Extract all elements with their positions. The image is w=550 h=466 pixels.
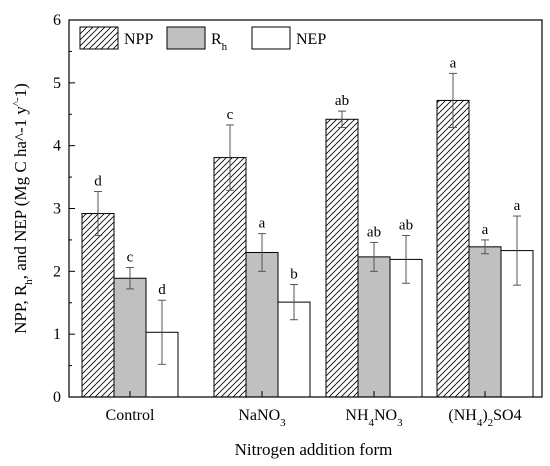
- y-axis-title: NPP, Rh, and NEP (Mg C ha^-1 y^-1): [11, 83, 35, 334]
- significance-letter-npp-1: c: [227, 107, 234, 123]
- significance-letter-rh-2: ab: [367, 224, 381, 240]
- x-axis-title: Nitrogen addition form: [235, 440, 393, 459]
- x-tick-label-control: Control: [106, 407, 155, 424]
- bar-npp-0: [81, 213, 115, 398]
- significance-letter-rh-0: c: [127, 250, 134, 266]
- bar-npp-2: [325, 118, 359, 398]
- y-tick-label-2: 2: [53, 263, 61, 280]
- bar-rh-0: [113, 277, 147, 398]
- x-tick-label-nh4no3: NH4NO3: [345, 407, 403, 429]
- bar-npp-1: [213, 157, 247, 398]
- significance-letter-npp-0: d: [94, 174, 102, 190]
- significance-letter-rh-1: a: [259, 216, 266, 232]
- significance-letter-nep-2: ab: [399, 218, 413, 234]
- legend-swatch-rh: [166, 26, 206, 50]
- y-tick-label-6: 6: [53, 12, 61, 29]
- bar-rh-3: [468, 246, 502, 398]
- legend-swatch-nep: [251, 26, 291, 50]
- y-tick-label-4: 4: [53, 138, 61, 155]
- significance-letter-nep-3: a: [514, 198, 521, 214]
- bar-npp-3: [436, 99, 470, 398]
- legend-label-nep: NEP: [296, 31, 326, 48]
- y-tick-label-1: 1: [53, 326, 61, 343]
- x-tick-label-nh42so4: (NH4)2SO4: [448, 407, 521, 429]
- y-tick-label-3: 3: [53, 201, 61, 218]
- legend-swatch-npp: [79, 26, 119, 50]
- legend-label-npp: NPP: [124, 31, 153, 48]
- x-tick-label-nano3: NaNO3: [238, 407, 286, 429]
- y-tick-label-5: 5: [53, 75, 61, 92]
- significance-letter-npp-3: a: [450, 55, 457, 71]
- significance-letter-nep-0: d: [158, 282, 166, 298]
- significance-letter-npp-2: ab: [335, 93, 349, 109]
- bar-rh-1: [245, 251, 279, 398]
- bar-rh-2: [357, 256, 391, 398]
- plot-area: d c ab a c a ab a d b ab a 0 1 2 3 4 5 6 Control NaNO3 NH4NO3…: [11, 12, 543, 459]
- significance-letter-nep-1: b: [290, 267, 298, 283]
- legend-label-rh: Rh: [211, 31, 228, 53]
- significance-letter-rh-3: a: [482, 222, 489, 238]
- legend: NPP Rh NEP: [79, 26, 326, 53]
- y-tick-label-0: 0: [53, 389, 61, 406]
